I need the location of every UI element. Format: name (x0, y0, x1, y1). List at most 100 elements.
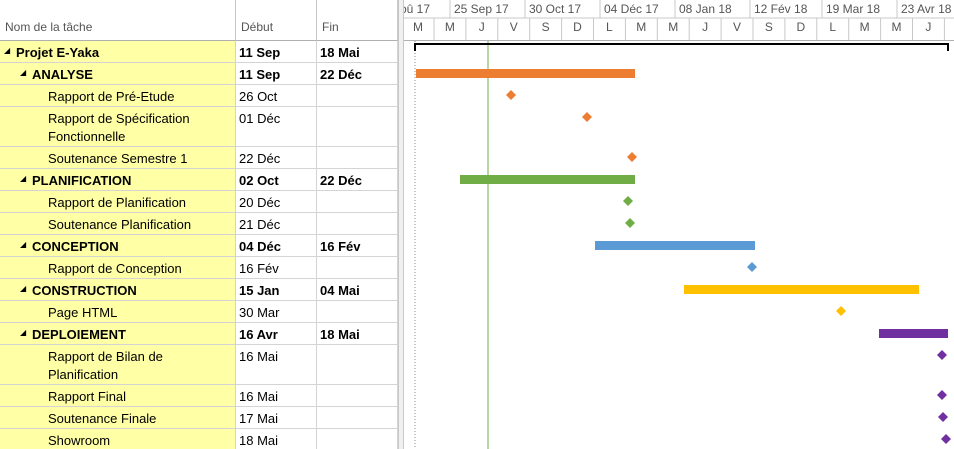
timescale-minor-label: D (573, 20, 582, 34)
collapse-toggle[interactable]: ◢ (4, 46, 11, 55)
collapse-toggle[interactable]: ◢ (20, 240, 27, 249)
start-cell[interactable]: 20 Déc (236, 191, 317, 213)
task-name-cell[interactable]: Page HTML (0, 301, 236, 323)
summary-bar (684, 285, 919, 294)
start-cell[interactable]: 17 Mai (236, 407, 317, 429)
end-cell[interactable]: 18 Mai (317, 323, 398, 345)
start-cell[interactable]: 18 Mai (236, 429, 317, 449)
milestone (506, 90, 516, 100)
gantt-chart: oû 17 25 Sep 17 30 Oct 17 04 Déc 17 08 Jan 1… (404, 0, 954, 449)
end-cell[interactable] (317, 385, 398, 407)
timescale-minor-label: S (765, 20, 773, 34)
timescale-minor-label: L (606, 20, 613, 34)
task-name-cell[interactable]: Rapport de Planification (0, 191, 236, 213)
task-name-cell[interactable]: Rapport de Bilan de Planification (0, 345, 236, 385)
start-cell[interactable]: 22 Déc (236, 147, 317, 169)
task-name-cell[interactable]: Rapport de Conception (0, 257, 236, 279)
end-cell[interactable]: 18 Mai (317, 41, 398, 63)
timescale-minor-label: J (479, 20, 485, 34)
start-cell[interactable]: 02 Oct (236, 169, 317, 191)
start-cell[interactable]: 26 Oct (236, 85, 317, 107)
timescale-minor-label: J (702, 20, 708, 34)
end-cell[interactable]: 16 Fév (317, 235, 398, 257)
end-cell[interactable] (317, 429, 398, 449)
timescale-major-label: oû 17 (404, 2, 430, 16)
task-name-cell[interactable]: Showroom (0, 429, 236, 449)
end-cell[interactable] (317, 257, 398, 279)
timescale-major-label: 12 Fév 18 (754, 2, 808, 16)
end-cell[interactable] (317, 107, 398, 147)
end-cell[interactable]: 04 Mai (317, 279, 398, 301)
end-cell[interactable] (317, 345, 398, 385)
task-name-cell[interactable]: Rapport Final (0, 385, 236, 407)
timescale-major-label: 04 Déc 17 (604, 2, 659, 16)
collapse-toggle[interactable]: ◢ (20, 284, 27, 293)
timescale-major-label: 19 Mar 18 (826, 2, 880, 16)
task-name-cell[interactable]: CONSTRUCTION (0, 279, 236, 301)
start-cell[interactable]: 16 Fév (236, 257, 317, 279)
end-cell[interactable]: 22 Déc (317, 169, 398, 191)
start-cell[interactable]: 16 Mai (236, 385, 317, 407)
start-cell[interactable]: 15 Jan (236, 279, 317, 301)
end-cell[interactable] (317, 147, 398, 169)
end-cell[interactable] (317, 191, 398, 213)
start-cell[interactable]: 11 Sep (236, 41, 317, 63)
task-name-cell[interactable]: Projet E-Yaka (0, 41, 236, 63)
summary-bar (595, 241, 755, 250)
start-cell[interactable]: 01 Déc (236, 107, 317, 147)
task-name-cell[interactable]: CONCEPTION (0, 235, 236, 257)
task-name-cell[interactable]: Soutenance Finale (0, 407, 236, 429)
end-cell[interactable] (317, 85, 398, 107)
timescale-minor-label: V (510, 20, 518, 34)
end-cell[interactable] (317, 213, 398, 235)
milestone (937, 390, 947, 400)
start-cell[interactable]: 04 Déc (236, 235, 317, 257)
task-name-cell[interactable]: PLANIFICATION (0, 169, 236, 191)
timescale-minor-label: D (796, 20, 805, 34)
timescale-major-label: 23 Avr 18 (901, 2, 952, 16)
collapse-toggle[interactable]: ◢ (20, 328, 27, 337)
start-cell[interactable]: 16 Mai (236, 345, 317, 385)
task-name-cell[interactable]: Soutenance Planification (0, 213, 236, 235)
task-name-cell[interactable]: Rapport de Spécification Fonctionnelle (0, 107, 236, 147)
column-header[interactable]: Fin (317, 0, 398, 41)
task-name-cell[interactable]: DEPLOIEMENT (0, 323, 236, 345)
start-cell[interactable]: 21 Déc (236, 213, 317, 235)
project-summary-bar (414, 43, 949, 51)
milestone (836, 306, 846, 316)
timescale-minor-label: L (829, 20, 836, 34)
task-name-cell[interactable]: ANALYSE (0, 63, 236, 85)
milestone (625, 218, 635, 228)
milestone (941, 434, 951, 444)
milestone (582, 112, 592, 122)
column-header[interactable]: Nom de la tâche (0, 0, 236, 41)
start-cell[interactable]: 16 Avr (236, 323, 317, 345)
task-name-cell[interactable]: Rapport de Pré-Etude (0, 85, 236, 107)
summary-bar (460, 175, 635, 184)
collapse-toggle[interactable]: ◢ (20, 174, 27, 183)
timescale-minor-label: S (542, 20, 550, 34)
summary-bar (879, 329, 948, 338)
timescale-minor-label: M (636, 20, 646, 34)
timescale-minor-label: M (860, 20, 870, 34)
timescale-minor-label: M (892, 20, 902, 34)
timescale-major-label: 25 Sep 17 (454, 2, 509, 16)
column-header[interactable]: Début (236, 0, 317, 41)
timescale-minor-label: M (413, 20, 423, 34)
end-cell[interactable] (317, 407, 398, 429)
timescale-major-label: 30 Oct 17 (529, 2, 581, 16)
task-name-cell[interactable]: Soutenance Semestre 1 (0, 147, 236, 169)
timescale-minor-label: J (925, 20, 931, 34)
timescale-minor-label: M (445, 20, 455, 34)
start-cell[interactable]: 11 Sep (236, 63, 317, 85)
milestone (623, 196, 633, 206)
milestone (938, 412, 948, 422)
start-cell[interactable]: 30 Mar (236, 301, 317, 323)
splitter[interactable] (398, 0, 404, 449)
collapse-toggle[interactable]: ◢ (20, 68, 27, 77)
timescale-major-label: 08 Jan 18 (679, 2, 732, 16)
end-cell[interactable]: 22 Déc (317, 63, 398, 85)
summary-bar (416, 69, 635, 78)
end-cell[interactable] (317, 301, 398, 323)
